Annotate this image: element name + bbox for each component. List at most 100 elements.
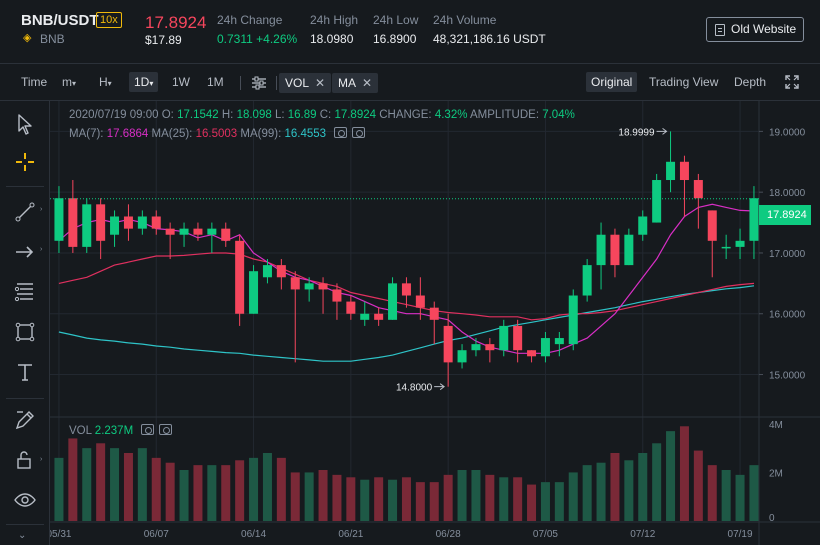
interval-1d[interactable]: 1D▾: [129, 72, 159, 92]
readout-close: 17.8924: [334, 109, 377, 121]
candlestick-chart[interactable]: 19.0000 18.0000 17.0000 16.0000 15.0000 4M 2M 0…: [50, 101, 820, 545]
volume-bar: [262, 453, 272, 521]
rectangle-tool[interactable]: [13, 320, 37, 344]
tools-divider: [6, 524, 44, 525]
high-marker-arrow: [656, 127, 668, 135]
caret-down-icon: ▾: [72, 79, 77, 88]
trend-line-icon: [15, 202, 35, 222]
cursor-tool[interactable]: [13, 112, 37, 136]
volume-bar: [221, 465, 231, 521]
volume-bar: [96, 443, 106, 521]
low-marker-label: 14.8000: [396, 383, 433, 394]
volume-bar: [179, 470, 189, 521]
eye-icon[interactable]: [141, 424, 155, 435]
chevron-right-icon[interactable]: ›: [40, 206, 43, 213]
high-marker-label: 18.9999: [618, 127, 655, 138]
volume-bar: [471, 470, 481, 521]
visibility-tool[interactable]: [13, 488, 37, 512]
candle-body: [610, 234, 620, 266]
indicator-settings-icon[interactable]: [251, 76, 267, 90]
candle-body: [582, 265, 592, 296]
ma25-label: MA(25):: [151, 128, 193, 140]
time-button[interactable]: Time: [21, 75, 48, 89]
chevron-right-icon[interactable]: ›: [40, 246, 43, 253]
volume-bar: [513, 477, 523, 521]
arrow-tool[interactable]: [13, 240, 37, 264]
interval-1m[interactable]: 1M: [207, 75, 224, 89]
volume-bar: [568, 472, 578, 521]
candle-body: [679, 161, 689, 181]
settings-icon[interactable]: [352, 127, 366, 138]
volume-value: 48,321,186.16 USDT: [433, 32, 546, 46]
candle-body: [346, 301, 356, 314]
interval-1w[interactable]: 1W: [172, 75, 190, 89]
volume-bar: [443, 474, 453, 521]
chart-area[interactable]: 19.0000 18.0000 17.0000 16.0000 15.0000 4M 2M 0…: [50, 101, 820, 545]
candle-body: [96, 204, 106, 241]
candle-body: [666, 161, 676, 181]
trend-line-tool[interactable]: [13, 200, 37, 224]
date-tick-label: 06/28: [436, 529, 461, 540]
pair-title[interactable]: BNB/USDT: [21, 12, 99, 29]
candle-body: [68, 198, 78, 247]
edit-tool[interactable]: [13, 408, 37, 432]
candle-body: [110, 216, 120, 235]
candle-body: [179, 228, 189, 235]
bnb-icon: ◈: [23, 32, 32, 44]
close-icon[interactable]: ✕: [315, 76, 326, 90]
indicator-ma-pill[interactable]: MA ✕: [332, 73, 379, 93]
candle-body: [471, 344, 481, 351]
volume-bar: [749, 465, 759, 521]
candle-body: [235, 240, 245, 314]
chevron-down-icon[interactable]: ⌄: [18, 530, 27, 541]
date-tick-label: 07/12: [630, 529, 655, 540]
volume-tick-label: 4M: [769, 420, 783, 431]
chevron-right-icon[interactable]: ›: [40, 456, 43, 463]
readout-amplitude-label: AMPLITUDE:: [470, 109, 540, 121]
fullscreen-icon[interactable]: [785, 75, 799, 89]
volume-bar: [652, 443, 662, 521]
hours-dropdown[interactable]: H▾: [99, 75, 112, 89]
coin-name: BNB: [40, 32, 65, 46]
view-trading-view[interactable]: Trading View: [649, 75, 719, 89]
candle-body: [415, 295, 425, 308]
candle-body: [137, 216, 147, 229]
volume-bar: [457, 470, 467, 521]
view-original[interactable]: Original: [586, 72, 638, 92]
tools-divider: [6, 186, 44, 187]
high-value: 18.0980: [310, 32, 354, 46]
lock-tool[interactable]: [13, 448, 37, 472]
close-icon[interactable]: ✕: [362, 76, 373, 90]
candle-body: [82, 204, 92, 247]
crosshair-tool[interactable]: [13, 150, 37, 174]
last-price-usd: $17.89: [145, 33, 182, 47]
volume-bar: [290, 472, 300, 521]
candle-body: [540, 338, 550, 357]
eye-icon[interactable]: [334, 127, 348, 138]
candle-body: [624, 234, 634, 266]
cursor-icon: [18, 114, 32, 135]
ma99-line: [58, 285, 755, 362]
volume-bar: [485, 474, 495, 521]
old-website-button[interactable]: Old Website: [706, 17, 804, 42]
readout-date: 2020/07/19 09:00: [69, 109, 159, 121]
ohlc-readout: 2020/07/19 09:00 O: 17.1542 H: 18.098 L:…: [69, 109, 575, 121]
readout-low-label: L:: [274, 109, 285, 121]
text-tool[interactable]: [13, 360, 37, 384]
minutes-dropdown[interactable]: m▾: [62, 75, 77, 89]
low-marker-arrow: [434, 383, 445, 391]
candle-body: [318, 283, 328, 290]
toolbar-divider: [240, 76, 241, 90]
ma7-line: [58, 203, 755, 354]
volume-bar: [415, 482, 425, 521]
view-depth[interactable]: Depth: [734, 75, 767, 89]
ma-readout: MA(7): 17.6864 MA(25): 16.5003 MA(99): 1…: [69, 127, 366, 140]
candle-body: [485, 344, 495, 351]
settings-icon[interactable]: [159, 424, 173, 435]
date-tick-label: 07/05: [533, 529, 558, 540]
fib-tool[interactable]: [13, 279, 37, 303]
candle-body: [721, 246, 731, 249]
volume-bar: [735, 474, 745, 521]
old-website-label: Old Website: [731, 22, 797, 36]
indicator-vol-pill[interactable]: VOL ✕: [279, 73, 332, 93]
